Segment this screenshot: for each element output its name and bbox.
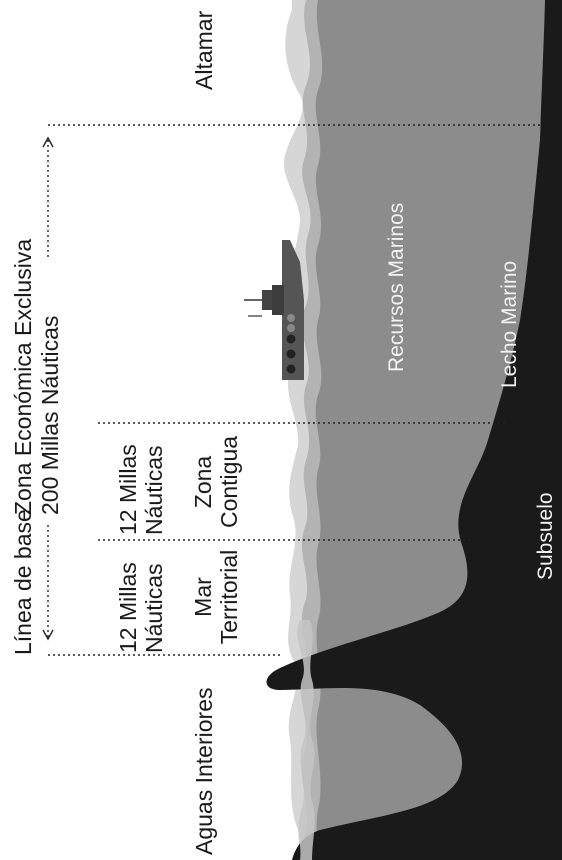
ship-hull — [282, 240, 304, 380]
contiguous-zone-label-1: Zona — [190, 456, 216, 509]
ship-porthole — [278, 246, 282, 250]
eez-arrow-up-head — [42, 136, 54, 148]
baseline-label: Línea de base — [10, 509, 36, 655]
eez-title-label: Zona Económica Exclusiva — [10, 239, 36, 515]
ship-porthole — [278, 260, 282, 264]
territorial-sea-label-1: Mar — [190, 577, 216, 617]
ship-buoy — [286, 349, 296, 359]
ship-buoy — [286, 334, 296, 344]
contiguous-miles-label-1: 12 Millas — [115, 444, 141, 535]
ship-bridge — [262, 290, 272, 310]
ship-buoy — [287, 314, 295, 322]
territorial-sea-label-2: Territorial — [216, 550, 242, 645]
ship-buoy — [287, 324, 295, 332]
shore-wave — [297, 620, 315, 860]
ship-porthole — [278, 253, 282, 257]
territorial-miles-label-2: Náuticas — [141, 564, 167, 653]
eez-miles-label: 200 Millas Náuticas — [37, 316, 63, 515]
eez-arrow-down-head — [42, 629, 54, 641]
seabed — [266, 0, 562, 860]
contiguous-miles-label-2: Náuticas — [141, 446, 167, 535]
contiguous-zone-label-2: Contigua — [216, 436, 242, 528]
marine-resources-label: Recursos Marinos — [385, 203, 408, 372]
high-seas-label: Altamar — [191, 10, 217, 90]
territorial-miles-label-1: 12 Millas — [115, 562, 141, 653]
ship-icon — [244, 240, 304, 380]
ship-buoy — [286, 364, 296, 374]
internal-waters-label: Aguas Interiores — [191, 688, 217, 855]
ship-deck — [272, 285, 284, 315]
seabed-label: Lecho Marino — [498, 261, 521, 388]
subsoil-label: Subsuelo — [534, 492, 557, 580]
